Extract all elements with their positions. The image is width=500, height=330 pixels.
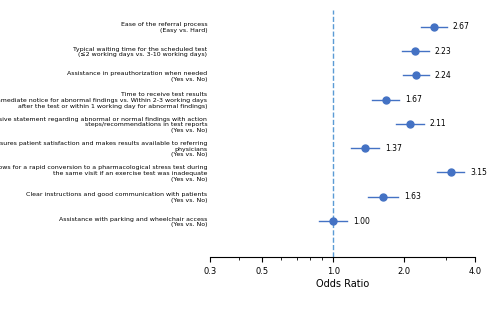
Text: 2.67: 2.67 [452,22,469,31]
Text: 1.00: 1.00 [354,216,370,225]
Text: 3.15: 3.15 [470,168,487,177]
Text: 1.67: 1.67 [406,95,422,104]
Text: 1.37: 1.37 [386,144,402,153]
Text: 2.24: 2.24 [435,71,452,80]
Text: 2.11: 2.11 [430,119,446,128]
Text: 1.63: 1.63 [404,192,420,201]
X-axis label: Odds Ratio: Odds Ratio [316,279,369,289]
Text: 2.23: 2.23 [434,47,452,56]
